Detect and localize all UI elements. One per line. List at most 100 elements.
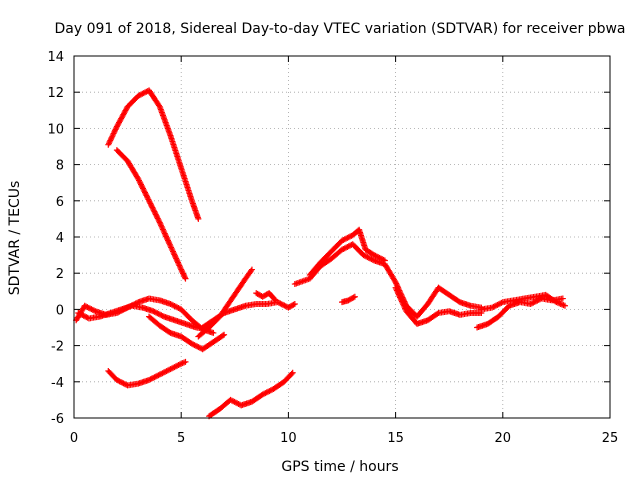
data-point	[139, 184, 146, 191]
data-point	[148, 201, 155, 208]
data-point	[79, 312, 86, 319]
data-point	[75, 310, 82, 317]
data-point	[377, 255, 384, 262]
data-point	[397, 295, 404, 302]
data-point	[163, 368, 170, 375]
data-point	[493, 302, 500, 309]
data-point	[290, 301, 297, 308]
data-point	[138, 181, 144, 188]
data-point	[373, 253, 380, 260]
data-point	[81, 313, 88, 320]
data-point	[110, 130, 117, 137]
data-point	[398, 298, 405, 305]
data-point	[146, 199, 153, 206]
y-tick-label-6: 6	[56, 195, 64, 210]
y-axis-label: SDTVAR / TECUs	[7, 181, 23, 296]
data-point	[120, 380, 127, 387]
data-point	[161, 230, 168, 237]
data-point	[235, 400, 242, 407]
data-point	[171, 252, 178, 259]
data-point	[344, 234, 351, 241]
data-point	[534, 297, 541, 304]
data-point	[153, 309, 160, 316]
data-point	[89, 306, 96, 313]
data-point	[263, 389, 270, 396]
series-arc-tail-flat	[478, 291, 568, 313]
data-point	[159, 370, 166, 377]
chart-title: Day 091 of 2018, Sidereal Day-to-day VTE…	[54, 21, 625, 37]
data-point	[392, 279, 399, 286]
data-point	[351, 293, 358, 300]
data-point	[115, 377, 122, 384]
data-point	[145, 196, 152, 203]
data-point	[171, 303, 178, 310]
data-point	[368, 256, 375, 263]
data-point	[174, 258, 181, 265]
data-point	[135, 176, 142, 183]
data-point	[80, 312, 87, 319]
data-point	[165, 238, 172, 245]
data-point	[162, 231, 169, 238]
data-point	[140, 90, 147, 97]
data-point	[113, 376, 120, 383]
axis-ticks: 0 5 10 15 20 25 -6 -4 -2 0 2 4 6 8 10 12 14	[47, 50, 618, 446]
data-point	[111, 127, 118, 134]
data-point	[167, 243, 174, 250]
series-arc-rise-7-8	[195, 266, 255, 340]
data-point	[142, 89, 149, 96]
data-point	[146, 197, 153, 204]
data-point	[401, 304, 408, 311]
data-point	[219, 332, 226, 339]
y-tick-label-2: -2	[51, 340, 64, 355]
series-arc-flat-7-10	[199, 299, 298, 331]
data-point	[109, 133, 116, 140]
data-point	[341, 236, 348, 243]
data-point	[113, 124, 120, 131]
data-point	[167, 366, 174, 373]
data-point	[135, 92, 142, 99]
data-point	[83, 303, 90, 310]
data-point	[158, 223, 165, 230]
data-point	[164, 236, 171, 243]
data-point	[393, 287, 400, 294]
data-point	[262, 390, 269, 397]
data-point	[339, 246, 345, 253]
data-point	[107, 136, 114, 143]
data-point	[396, 292, 403, 299]
data-point	[148, 375, 155, 382]
data-point	[146, 376, 153, 383]
data-point	[140, 185, 147, 192]
data-point	[163, 233, 170, 240]
data-point	[138, 91, 144, 98]
data-point	[158, 370, 165, 377]
data-point	[143, 192, 150, 199]
series-arc-dip-15-19	[392, 284, 485, 327]
data-point	[152, 373, 159, 380]
data-point	[400, 302, 407, 309]
data-point	[176, 262, 183, 269]
data-point	[343, 244, 350, 251]
data-point	[151, 208, 158, 215]
data-point	[116, 378, 123, 385]
data-point	[527, 300, 534, 307]
data-point	[395, 290, 402, 297]
data-point	[231, 398, 238, 405]
data-point	[160, 227, 167, 234]
data-point	[154, 214, 161, 221]
y-tick-label-3: 0	[56, 303, 64, 318]
data-point	[159, 225, 166, 232]
data-point	[394, 288, 401, 295]
data-point	[272, 297, 279, 304]
data-point	[266, 388, 273, 395]
data-point	[155, 102, 162, 109]
data-point	[83, 314, 90, 321]
data-point	[109, 131, 116, 138]
data-point	[174, 304, 181, 311]
data-point	[164, 237, 171, 244]
data-point	[490, 303, 497, 310]
series-arc-high-upper	[105, 87, 202, 222]
data-point	[142, 191, 149, 198]
data-point	[175, 259, 182, 266]
data-point	[171, 251, 178, 258]
